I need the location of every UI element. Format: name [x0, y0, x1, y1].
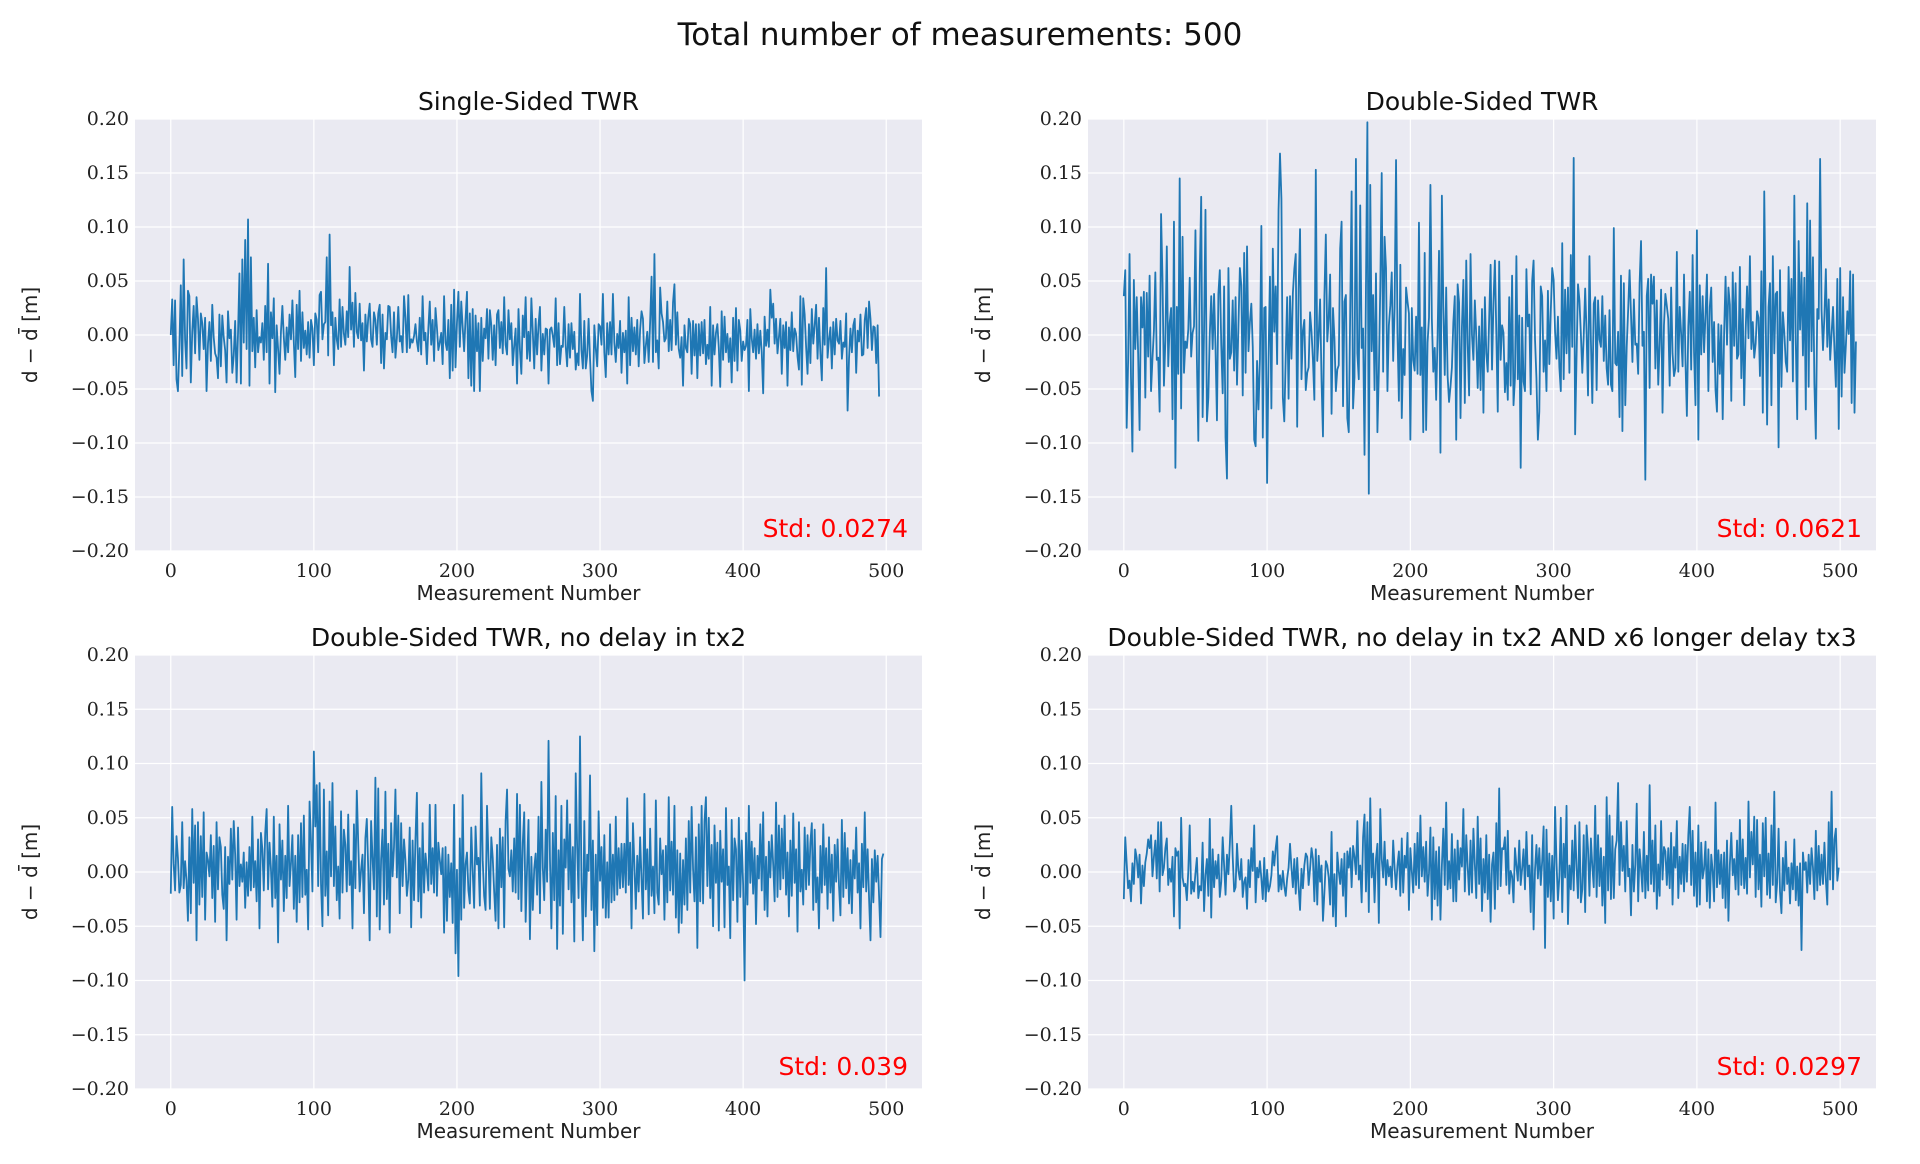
chart-4-y-tick-label: −0.20 — [1024, 1078, 1082, 1100]
chart-1-title: Single-Sided TWR — [418, 87, 639, 116]
chart-2-title: Double-Sided TWR — [1366, 87, 1599, 116]
chart-1-std-annotation: Std: 0.0274 — [763, 514, 908, 543]
figure-suptitle: Total number of measurements: 500 — [677, 17, 1243, 53]
chart-4-y-axis-label: d − d̄ [m] — [970, 824, 995, 920]
chart-4-y-tick-label: −0.15 — [1024, 1024, 1082, 1046]
chart-4-y-tick-label: 0.05 — [1040, 807, 1082, 829]
chart-3-x-tick-label: 300 — [582, 1098, 618, 1120]
chart-2-x-axis-label: Measurement Number — [1370, 581, 1595, 605]
chart-3-y-tick-label: −0.05 — [71, 915, 129, 937]
chart-1-y-tick-label: 0.10 — [87, 216, 129, 238]
chart-2-y-axis-label: d − d̄ [m] — [970, 287, 995, 383]
chart-1-x-tick-label: 100 — [296, 560, 332, 582]
chart-2-y-tick-label: −0.15 — [1024, 486, 1082, 508]
chart-4-x-axis-label: Measurement Number — [1370, 1119, 1595, 1143]
chart-1-y-tick-label: 0.15 — [87, 162, 129, 184]
chart-2-y-tick-label: −0.10 — [1024, 432, 1082, 454]
chart-3-y-axis-label: d − d̄ [m] — [17, 824, 42, 920]
chart-3-y-tick-label: 0.20 — [87, 644, 129, 666]
chart-2-y-tick-label: 0.20 — [1040, 108, 1082, 130]
chart-2-y-tick-label: 0.15 — [1040, 162, 1082, 184]
chart-2-std-annotation: Std: 0.0621 — [1717, 514, 1862, 543]
chart-4-y-tick-label: 0.15 — [1040, 698, 1082, 720]
chart-4-x-tick-label: 0 — [1118, 1098, 1130, 1120]
chart-1-x-tick-label: 200 — [439, 560, 475, 582]
chart-4-title: Double-Sided TWR, no delay in tx2 AND x6… — [1107, 623, 1856, 652]
chart-4-y-tick-label: −0.05 — [1024, 915, 1082, 937]
chart-4-std-annotation: Std: 0.0297 — [1717, 1052, 1862, 1081]
chart-2-y-tick-label: −0.20 — [1024, 540, 1082, 562]
chart-2-x-tick-label: 400 — [1679, 560, 1715, 582]
chart-1-y-axis-label: d − d̄ [m] — [17, 287, 42, 383]
chart-3-y-tick-label: 0.10 — [87, 753, 129, 775]
panel-double-sided-twr-no-delay-tx2: 0 100 200 300 400 500 −0.20 −0.15 −0.10 −0.05 0.00… — [17, 623, 922, 1143]
chart-1-y-tick-label: 0.05 — [87, 270, 129, 292]
chart-2-x-tick-label: 200 — [1392, 560, 1428, 582]
chart-3-y-tick-label: −0.15 — [71, 1024, 129, 1046]
chart-3-x-tick-label: 0 — [165, 1098, 177, 1120]
chart-1-y-tick-label: −0.10 — [71, 432, 129, 454]
chart-3-x-tick-label: 500 — [868, 1098, 904, 1120]
chart-3-x-tick-label: 400 — [725, 1098, 761, 1120]
chart-2-series-line — [1122, 121, 1857, 495]
chart-1-x-tick-label: 500 — [868, 560, 904, 582]
chart-4-x-tick-label: 200 — [1392, 1098, 1428, 1120]
chart-2-x-tick-label: 100 — [1249, 560, 1285, 582]
chart-3-y-tick-label: −0.10 — [71, 970, 129, 992]
chart-3-y-tick-label: 0.00 — [87, 861, 129, 883]
chart-4-x-tick-label: 500 — [1822, 1098, 1858, 1120]
chart-3-std-annotation: Std: 0.039 — [779, 1052, 908, 1081]
chart-1-y-tick-label: −0.20 — [71, 540, 129, 562]
chart-2-y-tick-label: 0.10 — [1040, 216, 1082, 238]
chart-1-x-tick-label: 400 — [725, 560, 761, 582]
chart-4-y-tick-label: 0.10 — [1040, 753, 1082, 775]
panel-double-sided-twr: 0 100 200 300 400 500 −0.20 −0.15 −0.10 −0.05 0.00… — [970, 87, 1876, 605]
chart-1-x-tick-label: 300 — [582, 560, 618, 582]
panel-double-sided-twr-no-delay-tx2-longer-tx3: 0 100 200 300 400 500 −0.20 −0.15 −0.10 −0.05 0.00… — [970, 623, 1876, 1143]
chart-2-x-tick-label: 300 — [1536, 560, 1572, 582]
chart-1-y-tick-label: 0.20 — [87, 108, 129, 130]
chart-3-y-tick-label: 0.05 — [87, 807, 129, 829]
chart-1-y-tick-label: −0.15 — [71, 486, 129, 508]
chart-4-y-tick-label: 0.20 — [1040, 644, 1082, 666]
chart-1-y-tick-label: 0.00 — [87, 324, 129, 346]
chart-1-x-tick-label: 0 — [165, 560, 177, 582]
panel-single-sided-twr: 0 100 200 300 400 500 −0.20 −0.15 −0.10 −0.05 0.00… — [17, 87, 922, 605]
chart-3-x-axis-label: Measurement Number — [416, 1119, 641, 1143]
chart-2-x-tick-label: 0 — [1118, 560, 1130, 582]
chart-1-x-axis-label: Measurement Number — [416, 581, 641, 605]
chart-4-x-tick-label: 400 — [1679, 1098, 1715, 1120]
chart-3-y-tick-label: 0.15 — [87, 698, 129, 720]
chart-3-title: Double-Sided TWR, no delay in tx2 — [311, 623, 746, 652]
chart-2-y-tick-label: −0.05 — [1024, 378, 1082, 400]
chart-4-x-tick-label: 300 — [1536, 1098, 1572, 1120]
chart-4-x-tick-label: 100 — [1249, 1098, 1285, 1120]
chart-4-y-tick-label: 0.00 — [1040, 861, 1082, 883]
chart-3-y-tick-label: −0.20 — [71, 1078, 129, 1100]
chart-2-y-tick-label: 0.05 — [1040, 270, 1082, 292]
chart-1-series-line — [169, 218, 880, 412]
chart-2-y-tick-label: 0.00 — [1040, 324, 1082, 346]
chart-4-series-line — [1122, 782, 1840, 952]
chart-4-y-tick-label: −0.10 — [1024, 970, 1082, 992]
chart-2-x-tick-label: 500 — [1822, 560, 1858, 582]
chart-3-x-tick-label: 200 — [439, 1098, 475, 1120]
chart-1-y-tick-label: −0.05 — [71, 378, 129, 400]
chart-3-series-line — [169, 735, 885, 982]
chart-3-x-tick-label: 100 — [296, 1098, 332, 1120]
